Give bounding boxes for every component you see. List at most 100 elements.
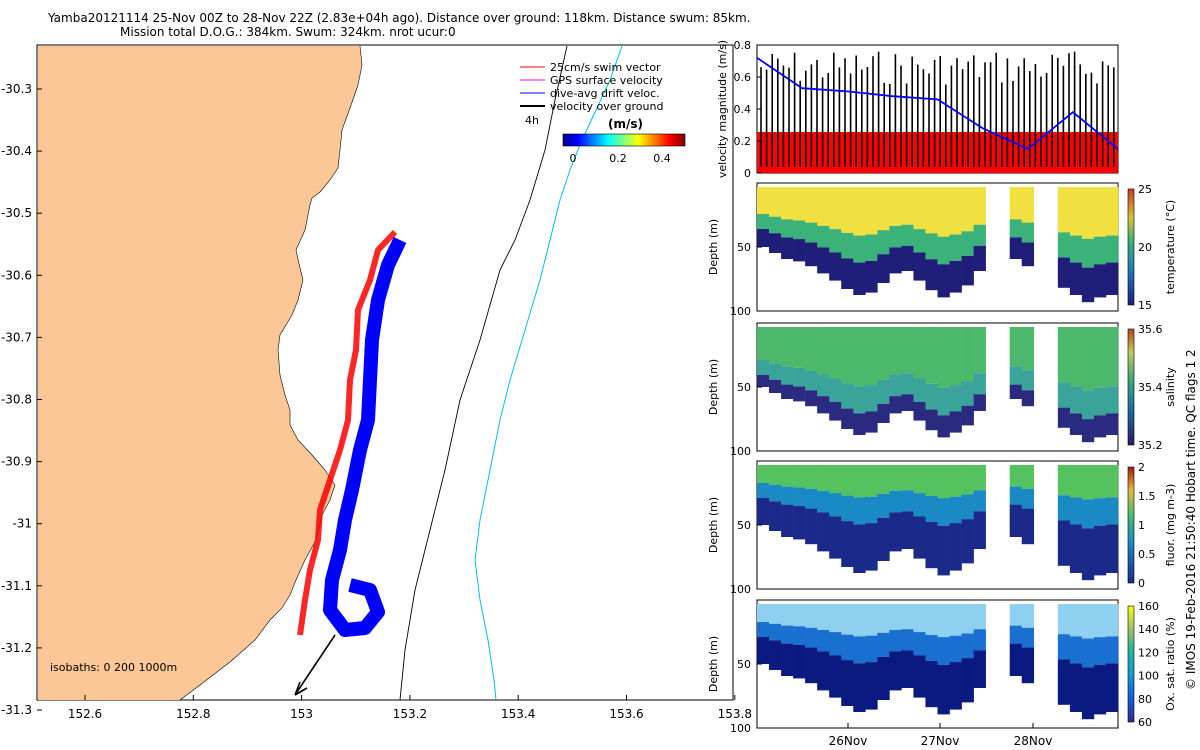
oxygen-colorbar-tick: 160 <box>1138 600 1159 613</box>
fluorescence-cell <box>817 512 830 552</box>
temperature-cell <box>1093 236 1107 265</box>
map-y-tick-label: -31.3 <box>1 703 32 717</box>
map-y-ticks: -30.3 -30.4 -30.5 -30.6 -30.7 -30.8 -30.9 -31 -3… <box>1 82 42 717</box>
fluorescence-cell <box>1081 528 1095 581</box>
salinity-cell <box>889 374 902 397</box>
temperature-cell <box>1093 187 1107 237</box>
salinity-cell <box>877 403 890 423</box>
oxygen-cell <box>913 604 926 633</box>
fluorescence-cell <box>829 516 842 559</box>
temperature-cell <box>901 224 914 246</box>
salinity-cell <box>1105 327 1119 387</box>
salinity-cell <box>817 374 830 397</box>
velocity-y-tick-label: 0.6 <box>734 71 752 84</box>
oxygen-y-tick-label: 50 <box>737 658 751 671</box>
temperature-colorbar <box>1127 188 1135 306</box>
oxygen-colorbar <box>1127 605 1135 723</box>
salinity-cell <box>1057 382 1071 408</box>
salinity-cell <box>769 327 782 364</box>
salinity-cell <box>1105 386 1119 414</box>
salinity-colorbar-label: salinity <box>1164 367 1177 407</box>
oxygen-cell <box>1093 604 1107 638</box>
map-y-tick-label: -30.6 <box>1 268 32 282</box>
temperature-cell <box>817 247 830 274</box>
fluorescence-colorbar-tick: 1.5 <box>1138 490 1156 503</box>
temperature-cell <box>769 216 782 234</box>
fluorescence-cell <box>949 523 962 571</box>
salinity-cell <box>1021 327 1035 371</box>
oxygen-colorbar-tick: 80 <box>1138 693 1152 706</box>
oxygen-panel: 50 100 Depth (m) 160 140 120 100 80 60 Ox. sat. r… <box>707 599 1177 735</box>
oxygen-cell <box>853 663 866 712</box>
fluorescence-y-tick-label: 50 <box>737 519 751 532</box>
fluorescence-cell <box>769 465 782 485</box>
oxygen-cell <box>1069 604 1083 637</box>
salinity-cell <box>793 327 806 368</box>
oxygen-colorbar-tick: 100 <box>1138 670 1159 683</box>
map-y-tick-label: -30.7 <box>1 330 32 344</box>
temperature-cell <box>841 232 854 259</box>
salinity-cell <box>973 373 986 395</box>
oxygen-cell <box>1057 604 1071 635</box>
oxygen-cell <box>793 604 806 627</box>
oxygen-cell <box>805 627 818 648</box>
temperature-cell <box>757 187 770 214</box>
temperature-cell <box>829 187 842 230</box>
salinity-cell <box>781 384 794 399</box>
salinity-cell <box>757 375 770 387</box>
temperature-cell <box>961 231 974 256</box>
oxygen-cell <box>1009 625 1023 644</box>
temperature-cell <box>1057 257 1071 288</box>
map-y-tick-label: -31 <box>12 517 32 531</box>
temperature-cell <box>961 255 974 286</box>
time-x-tick-label: 28Nov <box>1014 734 1053 748</box>
oxygen-cell <box>817 604 830 630</box>
temperature-cell <box>949 234 962 261</box>
salinity-cell <box>973 394 986 411</box>
temperature-cell <box>877 187 890 231</box>
fluorescence-colorbar-tick: 1 <box>1138 519 1145 532</box>
velocity-spikes <box>760 51 1115 167</box>
velocity-y-ticks: 0 0.2 0.4 0.6 0.8 <box>734 39 762 180</box>
temperature-ylabel: Depth (m) <box>707 219 720 275</box>
oxygen-ylabel: Depth (m) <box>707 636 720 692</box>
fluorescence-colorbar-tick: 2 <box>1138 461 1145 474</box>
fluorescence-cell <box>1081 499 1095 529</box>
temperature-cell <box>793 220 806 240</box>
oxygen-colorbar-tick: 140 <box>1138 623 1159 636</box>
fluorescence-cell <box>973 465 986 491</box>
oxygen-cell <box>817 651 830 691</box>
oxygen-cell <box>889 651 902 691</box>
fluorescence-cell <box>841 495 854 522</box>
fluorescence-cell <box>1069 465 1083 498</box>
oxygen-cell <box>877 632 890 657</box>
fluorescence-cell <box>901 511 914 549</box>
temperature-cell <box>901 245 914 271</box>
temperature-cell <box>1009 219 1023 238</box>
oxygen-cell <box>925 604 938 635</box>
time-x-tick-label: 27Nov <box>921 734 960 748</box>
temperature-cell <box>1057 232 1071 258</box>
oxygen-cell <box>913 632 926 656</box>
fluorescence-y-tick-label: 100 <box>730 583 751 596</box>
fluorescence-ylabel: Depth (m) <box>707 497 720 553</box>
temperature-cell <box>889 225 902 248</box>
temperature-cell <box>817 187 830 226</box>
fluorescence-cell <box>973 511 986 549</box>
velocity-y-tick-label: 0.8 <box>734 39 752 52</box>
temperature-cell <box>805 187 818 223</box>
fluorescence-cell <box>793 505 806 540</box>
temperature-cell <box>853 187 866 236</box>
oxygen-cell <box>913 655 926 698</box>
salinity-cell <box>1081 390 1095 420</box>
ground-velocity-arrow <box>294 634 336 696</box>
fluorescence-cell <box>1057 465 1071 496</box>
fluorescence-cell <box>853 465 866 498</box>
salinity-cell <box>1069 327 1083 387</box>
temperature-cell <box>769 233 782 253</box>
map-x-tick-label: 152.6 <box>68 707 102 721</box>
salinity-cell <box>805 390 818 407</box>
salinity-cell <box>901 327 914 374</box>
map-y-tick-label: -30.9 <box>1 455 32 469</box>
temperature-cell <box>949 260 962 293</box>
